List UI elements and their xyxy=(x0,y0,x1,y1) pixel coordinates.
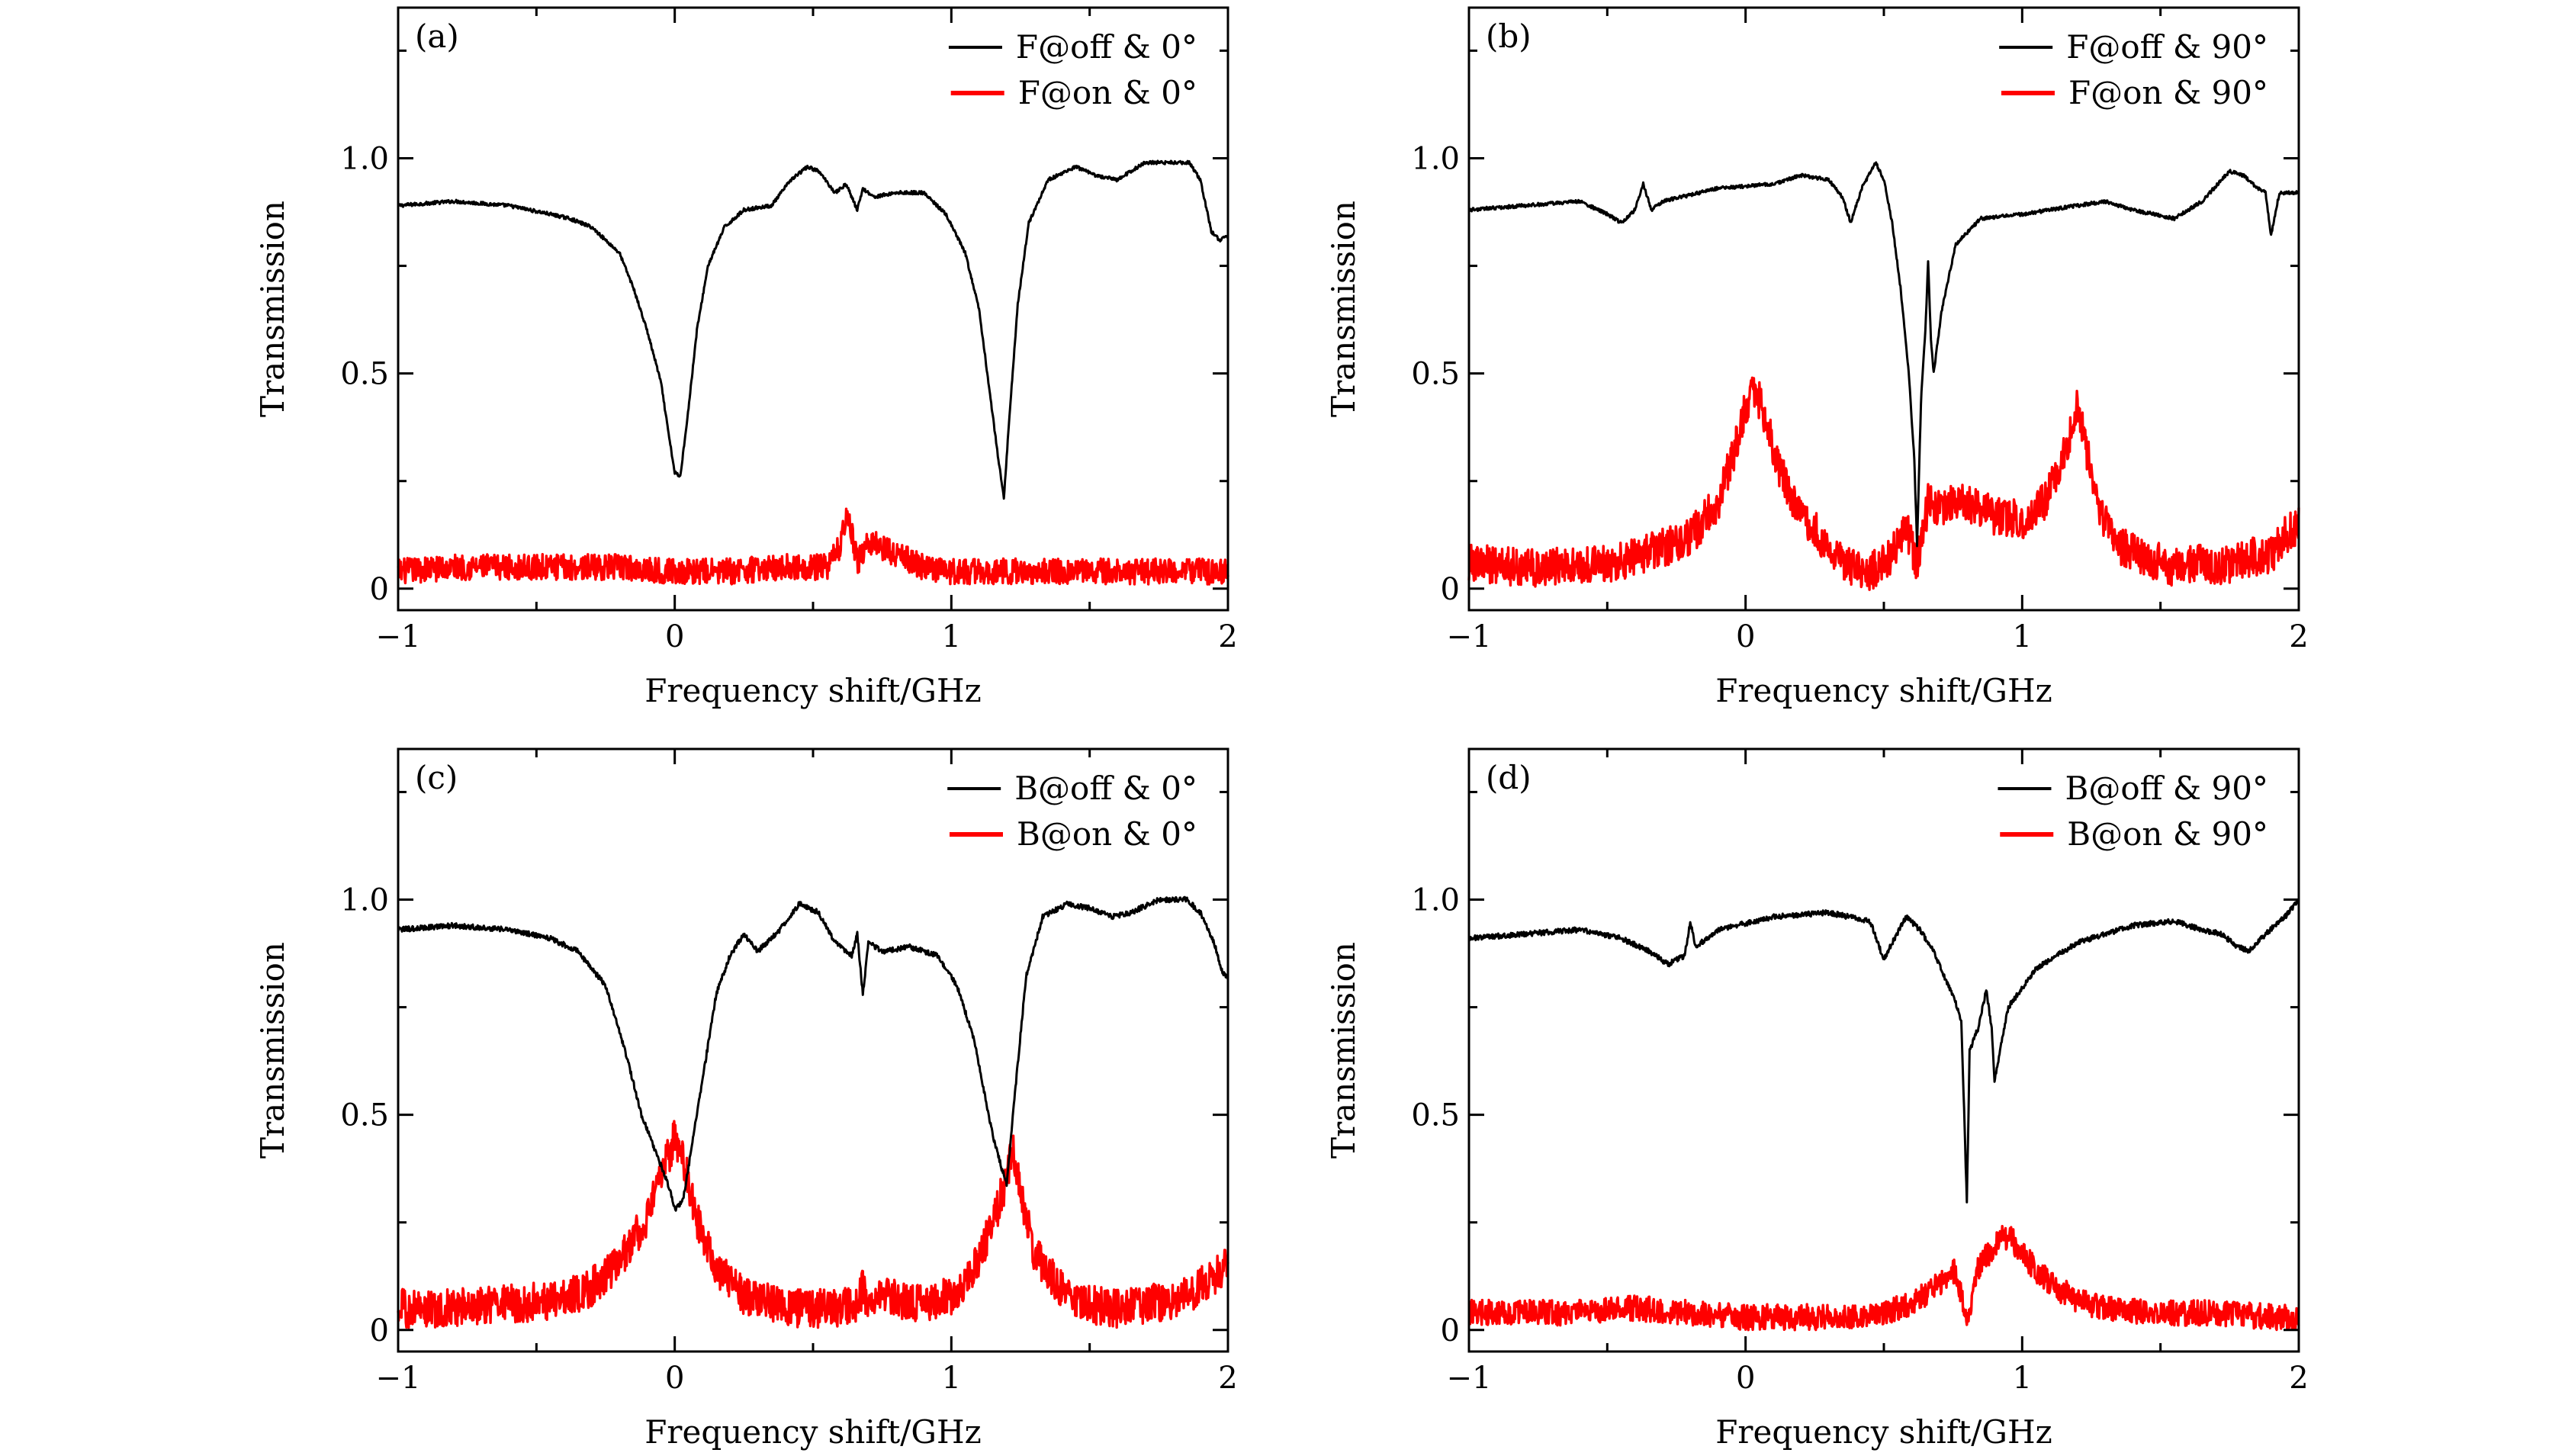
x-tick-label: −1 xyxy=(376,619,421,654)
tick-layer: −1 0 1 2 0 0.5 1.0 xyxy=(1411,749,2309,1396)
panel-b: −1 0 1 2 0 0.5 1.0 (b) Frequency shift/GHz Tra… xyxy=(1325,6,2309,709)
y-axis-title: Transmission xyxy=(1325,201,1362,417)
legend-label: B@off & 0° xyxy=(1014,770,1197,807)
panel-label: (a) xyxy=(415,18,459,55)
series-line-red xyxy=(397,507,1229,586)
legend: B@off & 90° B@on & 90° xyxy=(1998,770,2268,853)
y-tick-label: 0 xyxy=(370,572,389,607)
legend: F@off & 90° F@on & 90° xyxy=(1999,28,2268,111)
legend: B@off & 0° B@on & 0° xyxy=(947,770,1197,853)
x-tick-label: 0 xyxy=(665,1361,684,1396)
x-tick-label: 0 xyxy=(1736,1361,1755,1396)
legend-label: B@off & 90° xyxy=(2065,770,2268,807)
x-tick-label: 1 xyxy=(2013,619,2032,654)
series-line-black xyxy=(397,895,1229,1212)
series-layer xyxy=(1467,161,2300,591)
series-line-red xyxy=(397,1120,1229,1329)
series-line-red xyxy=(1467,1225,2300,1332)
x-tick-label: −1 xyxy=(376,1361,421,1396)
x-tick-label: 0 xyxy=(1736,619,1755,654)
x-tick-label: −1 xyxy=(1447,1361,1492,1396)
x-tick-label: 2 xyxy=(1218,619,1237,654)
y-axis-title: Transmission xyxy=(254,942,291,1159)
y-tick-label: 0.5 xyxy=(1411,357,1460,392)
y-tick-label: 0 xyxy=(370,1313,389,1348)
panel-label: (b) xyxy=(1486,18,1532,55)
x-tick-label: 2 xyxy=(2289,1361,2308,1396)
x-tick-label: 2 xyxy=(2289,619,2308,654)
series-layer xyxy=(1467,898,2300,1332)
series-line-black xyxy=(1467,898,2300,1204)
panel-label: (c) xyxy=(415,759,458,796)
x-axis-title: Frequency shift/GHz xyxy=(1715,672,2052,709)
x-axis-title: Frequency shift/GHz xyxy=(644,1413,981,1451)
x-axis-title: Frequency shift/GHz xyxy=(1715,1413,2052,1451)
tick-layer: −1 0 1 2 0 0.5 1.0 xyxy=(1411,8,2309,654)
y-tick-label: 1.0 xyxy=(1411,142,1460,177)
series-layer xyxy=(397,159,1229,586)
panel-c: −1 0 1 2 0 0.5 1.0 (c) Frequency shift/GHz Tra… xyxy=(254,747,1238,1451)
y-tick-label: 0.5 xyxy=(340,357,389,392)
y-tick-label: 1.0 xyxy=(340,142,389,177)
y-axis-title: Transmission xyxy=(1325,942,1362,1159)
legend-label: F@off & 90° xyxy=(2066,28,2268,66)
y-tick-label: 0.5 xyxy=(1411,1098,1460,1133)
x-tick-label: −1 xyxy=(1447,619,1492,654)
x-tick-label: 1 xyxy=(942,619,961,654)
legend-label: F@on & 90° xyxy=(2068,74,2268,111)
y-axis-title: Transmission xyxy=(254,201,291,417)
series-line-black xyxy=(1467,161,2300,548)
panel-a: −1 0 1 2 0 0.5 1.0 (a) Frequency shift/GHz Tra… xyxy=(254,6,1238,709)
y-tick-label: 0 xyxy=(1441,1313,1460,1348)
y-tick-label: 0.5 xyxy=(340,1098,389,1133)
panel-label: (d) xyxy=(1486,759,1532,796)
x-tick-label: 0 xyxy=(665,619,684,654)
legend-label: B@on & 0° xyxy=(1017,815,1197,853)
legend-label: F@on & 0° xyxy=(1018,74,1197,111)
tick-layer: −1 0 1 2 0 0.5 1.0 xyxy=(340,749,1238,1396)
x-tick-label: 1 xyxy=(942,1361,961,1396)
x-tick-label: 2 xyxy=(1218,1361,1237,1396)
legend: F@off & 0° F@on & 0° xyxy=(948,28,1197,111)
panel-d: −1 0 1 2 0 0.5 1.0 (d) Frequency shift/GHz Tra… xyxy=(1325,747,2309,1451)
series-layer xyxy=(397,895,1229,1329)
x-axis-title: Frequency shift/GHz xyxy=(644,672,981,709)
x-tick-label: 1 xyxy=(2013,1361,2032,1396)
tick-layer: −1 0 1 2 0 0.5 1.0 xyxy=(340,8,1238,654)
y-tick-label: 0 xyxy=(1441,572,1460,607)
y-tick-label: 1.0 xyxy=(340,883,389,918)
series-line-red xyxy=(1467,376,2300,591)
legend-label: F@off & 0° xyxy=(1016,28,1197,66)
series-line-black xyxy=(397,159,1229,500)
legend-label: B@on & 90° xyxy=(2067,815,2268,853)
y-tick-label: 1.0 xyxy=(1411,883,1460,918)
